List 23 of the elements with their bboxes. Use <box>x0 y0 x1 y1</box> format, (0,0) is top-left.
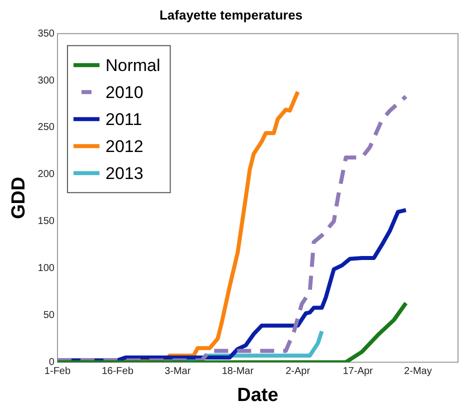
y-tick-label: 300 <box>38 75 55 86</box>
x-tick-label: 2-May <box>404 366 432 377</box>
y-axis-title: GDD <box>8 176 30 220</box>
x-tick-label: 16-Feb <box>102 366 134 377</box>
y-tick-label: 200 <box>38 169 55 180</box>
chart-title: Lafayette temperatures <box>159 7 303 22</box>
y-tick-label: 350 <box>38 28 55 40</box>
legend-label: 2011 <box>105 110 142 129</box>
x-tick-label: 3-Mar <box>164 366 192 377</box>
y-tick-label: 100 <box>38 263 55 274</box>
y-tick-label: 50 <box>43 310 55 322</box>
y-tick-label: 0 <box>48 356 55 368</box>
legend-label: Normal <box>105 56 160 75</box>
legend-label: 2013 <box>105 164 144 183</box>
x-tick-label: 2-Apr <box>286 366 311 377</box>
legend-label: 2010 <box>105 82 144 102</box>
x-axis-title: Date <box>237 384 278 406</box>
x-tick-label: 17-Apr <box>342 366 374 377</box>
legend-label: 2012 <box>105 136 144 156</box>
x-tick-label: 1-Feb <box>44 366 71 377</box>
y-tick-label: 150 <box>38 216 55 228</box>
x-tick-label: 18-Mar <box>222 366 254 377</box>
y-tick-label: 250 <box>38 122 55 134</box>
